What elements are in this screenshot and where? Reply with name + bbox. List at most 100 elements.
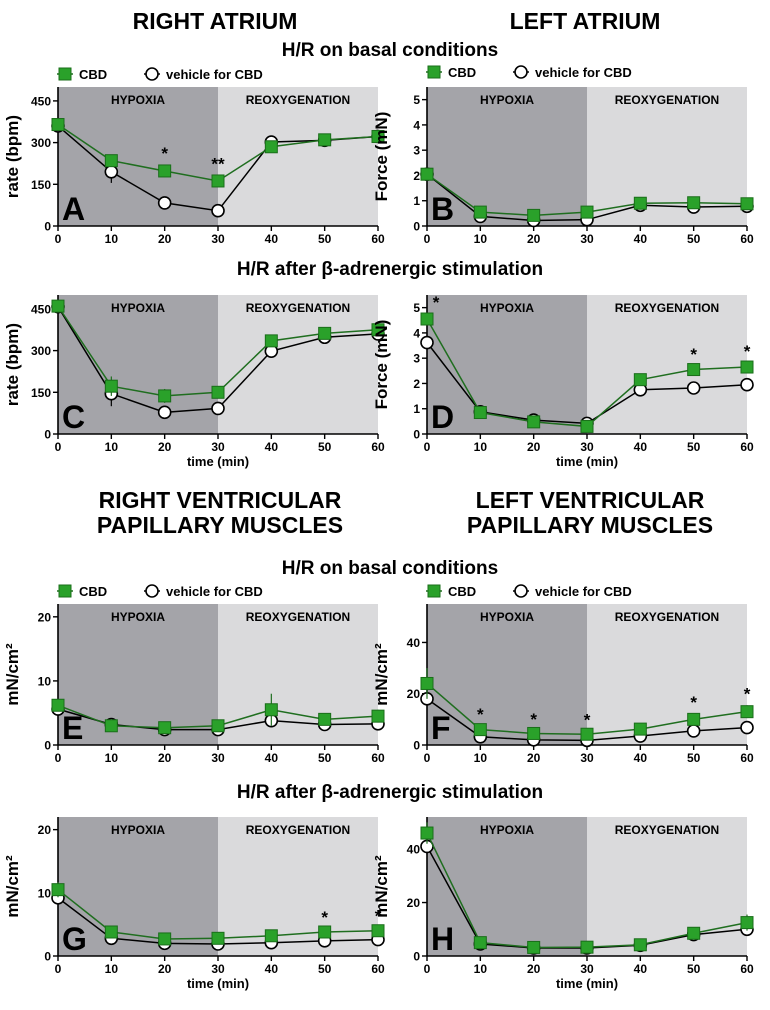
x-tick-label: 10 (474, 232, 488, 246)
panel-g: HYPOXIA REOXYGENATION 0 10 20 0 10 20 30 40 50 60 ti… (3, 817, 385, 991)
hr-basal-heading-papillary: H/R on basal conditions (281, 558, 499, 579)
x-axis-label: time (min) (556, 976, 618, 991)
y-tick-label: 20 (38, 610, 52, 624)
cbd-marker (211, 385, 225, 399)
series-cbd (51, 118, 385, 188)
x-axis-label: time (min) (187, 976, 249, 991)
x-tick-label: 10 (474, 962, 488, 976)
cbd-marker (51, 299, 65, 313)
x-tick-label: 50 (687, 962, 701, 976)
x-tick-label: 0 (424, 962, 431, 976)
x-tick-label: 50 (318, 751, 332, 765)
y-tick-label: 0 (413, 428, 420, 442)
hypoxia-region (58, 604, 218, 745)
cbd-marker (318, 133, 332, 147)
y-axis-label: Force (mN) (372, 112, 391, 202)
x-tick-label: 60 (371, 440, 385, 454)
x-tick-label: 50 (687, 440, 701, 454)
vehicle-marker (740, 720, 754, 735)
x-tick-label: 10 (105, 751, 119, 765)
significance-marker: ** (211, 154, 225, 173)
x-tick-label: 40 (634, 440, 648, 454)
cbd-marker (740, 360, 754, 374)
cbd-marker (740, 916, 754, 930)
x-tick-label: 40 (634, 962, 648, 976)
x-tick-label: 0 (55, 962, 62, 976)
significance-marker: * (433, 293, 440, 312)
cbd-marker (527, 940, 541, 954)
y-axis-label: mN/cm² (3, 855, 22, 918)
left-atrium-heading: LEFT ATRIUM (509, 8, 661, 34)
significance-marker: * (584, 711, 591, 730)
cbd-marker (158, 164, 172, 178)
reoxygenation-region (587, 817, 747, 956)
reoxygenation-region (218, 604, 378, 745)
right-atrium-heading: RIGHT ATRIUM (132, 8, 298, 34)
y-tick-label: 4 (413, 326, 420, 340)
panel-letter: E (62, 710, 83, 746)
x-tick-label: 40 (634, 232, 648, 246)
legend-cbd-label: CBD (79, 584, 107, 599)
y-tick-label: 10 (38, 674, 52, 688)
reoxygenation-label: REOXYGENATION (246, 823, 350, 837)
hypoxia-label: HYPOXIA (111, 93, 165, 107)
vehicle-marker (157, 196, 172, 210)
y-tick-label: 0 (44, 950, 51, 964)
vehicle-marker (420, 335, 434, 350)
panel-letter: A (62, 191, 85, 227)
x-tick-label: 60 (371, 232, 385, 246)
cbd-marker (158, 932, 172, 946)
reoxygenation-label: REOXYGENATION (615, 610, 719, 624)
legend-vehicle-marker (145, 67, 159, 81)
x-tick-label: 0 (424, 440, 431, 454)
hypoxia-region (427, 604, 587, 745)
panel-letter: F (431, 710, 451, 746)
y-axis-label: rate (bpm) (3, 115, 22, 198)
cbd-marker (580, 419, 594, 433)
cbd-marker (633, 196, 647, 210)
left-ventricular-heading-line2: PAPILLARY MUSCLES (466, 512, 714, 538)
x-tick-label: 20 (158, 440, 172, 454)
hypoxia-label: HYPOXIA (480, 93, 534, 107)
legend-atria-right: CBD vehicle for CBD (426, 65, 632, 80)
x-tick-label: 20 (527, 232, 541, 246)
panel-a: HYPOXIA REOXYGENATION 0 150 300 450 0 10 20 30 40 5… (3, 87, 385, 246)
x-tick-label: 40 (265, 962, 279, 976)
hypoxia-label: HYPOXIA (111, 823, 165, 837)
significance-marker: * (477, 705, 484, 724)
y-tick-label: 1 (413, 194, 420, 208)
y-tick-label: 20 (38, 823, 52, 837)
cbd-marker (473, 936, 487, 950)
cbd-marker (318, 712, 332, 726)
reoxygenation-label: REOXYGENATION (246, 93, 350, 107)
y-tick-label: 0 (44, 428, 51, 442)
x-tick-label: 0 (424, 232, 431, 246)
cbd-marker (687, 712, 701, 726)
x-tick-label: 50 (318, 962, 332, 976)
panel-h: HYPOXIA REOXYGENATION 0 20 40 0 10 20 30 40 50 60 ti… (372, 817, 754, 991)
hypoxia-label: HYPOXIA (480, 823, 534, 837)
cbd-marker (687, 363, 701, 377)
legend-papillary-right: CBD vehicle for CBD (426, 584, 632, 599)
cbd-marker (420, 312, 434, 326)
reoxygenation-region (587, 87, 747, 226)
reoxygenation-region (218, 295, 378, 434)
y-axis-label: rate (bpm) (3, 323, 22, 406)
reoxygenation-label: REOXYGENATION (615, 93, 719, 107)
cbd-marker (158, 721, 172, 735)
legend-vehicle-label: vehicle for CBD (166, 584, 263, 599)
legend-vehicle-marker (514, 65, 528, 79)
y-axis-label: Force (mN) (372, 320, 391, 410)
x-tick-label: 30 (580, 751, 594, 765)
x-tick-label: 60 (740, 232, 754, 246)
cbd-marker (527, 208, 541, 222)
cbd-marker (687, 196, 701, 210)
x-tick-label: 60 (371, 962, 385, 976)
y-tick-label: 5 (413, 93, 420, 107)
y-tick-label: 450 (31, 302, 51, 316)
cbd-marker (527, 415, 541, 429)
legend-cbd-label: CBD (448, 65, 476, 80)
reoxygenation-region (587, 604, 747, 745)
